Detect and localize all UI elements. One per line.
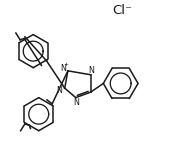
Text: Cl⁻: Cl⁻ <box>112 4 132 17</box>
Text: +: + <box>64 62 69 67</box>
Text: N: N <box>73 98 79 107</box>
Text: N: N <box>60 64 66 73</box>
Text: N: N <box>89 66 94 75</box>
Text: N: N <box>56 86 62 95</box>
